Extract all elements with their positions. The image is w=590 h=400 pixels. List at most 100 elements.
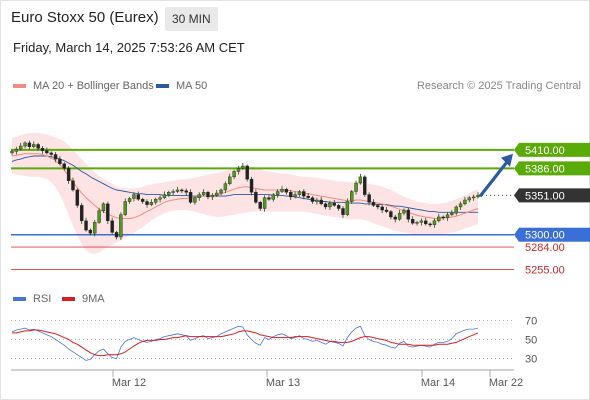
candle-body [127, 198, 132, 202]
candle-body [267, 197, 271, 200]
candle-body [384, 209, 389, 212]
candle-body [302, 191, 306, 197]
candles [10, 140, 480, 241]
candle-body [36, 144, 40, 149]
candle-body [315, 199, 319, 202]
forecast-arrow-head [501, 153, 513, 167]
instrument-title: Euro Stoxx 50 (Eurex) [11, 9, 159, 26]
candle-body [345, 201, 350, 215]
candle-body [75, 189, 80, 206]
candle-body [101, 203, 106, 212]
candle-body [219, 189, 223, 194]
candle-body [297, 191, 302, 195]
legend-ma20-label: MA 20 + Bollinger Bands [33, 80, 154, 92]
legend-rsi: RSI [13, 293, 51, 305]
candle-body [79, 205, 84, 222]
candle-body [354, 182, 358, 192]
candle-body [193, 197, 197, 203]
candle-body [258, 202, 262, 209]
ma50-line [11, 155, 478, 213]
credit-text: Research © 2025 Trading Central [416, 80, 581, 92]
legend-9ma-label: 9MA [82, 293, 105, 305]
candle-body [450, 212, 454, 215]
level-tag [519, 142, 590, 157]
candle-body [167, 192, 171, 195]
candle-body [162, 194, 167, 198]
candle-body [228, 176, 232, 185]
candle-body [441, 216, 445, 219]
candle-body [458, 203, 463, 208]
legend-ma20: MA 20 + Bollinger Bands [13, 80, 154, 92]
candle-body [406, 209, 411, 220]
candle-body [437, 216, 441, 222]
candle-body [10, 151, 14, 154]
candle-body [380, 206, 384, 211]
candle-body [93, 222, 97, 234]
candle-body [154, 199, 158, 203]
candle-body [432, 220, 437, 225]
candle-body [350, 191, 354, 202]
ma20-swatch [13, 84, 26, 88]
candle-body [389, 211, 393, 218]
candle-body [158, 197, 162, 200]
9ma-swatch [62, 297, 75, 301]
candle-body [214, 192, 219, 196]
ma50-swatch [156, 84, 169, 88]
candle-body [275, 191, 280, 195]
candle-body [371, 202, 376, 206]
candle-body [376, 205, 380, 208]
candle-body [32, 144, 36, 147]
candle-body [454, 206, 458, 214]
candle-body [271, 194, 276, 200]
candle-body [323, 203, 328, 208]
candle-body [223, 183, 228, 191]
bollinger-band [12, 132, 478, 254]
candle-body [180, 189, 184, 192]
candle-body [97, 210, 101, 223]
candle-body [262, 197, 267, 209]
target-level-label: 5284.00 [525, 242, 565, 254]
support-level-label: 5300.00 [525, 230, 565, 242]
candle-body [415, 222, 419, 224]
candle-body [280, 188, 284, 192]
candle-body [88, 229, 93, 234]
candle-body [332, 202, 336, 206]
level-tag [519, 188, 590, 203]
x-tick-label: Mar 14 [421, 377, 455, 389]
candle-body [171, 191, 175, 193]
current-level-label: 5351.00 [525, 190, 565, 202]
candle-body [58, 158, 62, 164]
rsi-swatch [13, 297, 26, 301]
candle-body [393, 216, 397, 220]
forecast-arrow-shaft [478, 159, 510, 198]
candle-body [336, 205, 341, 209]
candle-body [241, 165, 245, 169]
candle-body [175, 189, 180, 192]
candle-body [119, 214, 123, 238]
candle-body [136, 194, 140, 200]
candle-body [367, 194, 371, 203]
candle-body [249, 178, 254, 193]
candle-body [140, 199, 145, 202]
candle-body [45, 150, 49, 154]
candle-body [328, 202, 332, 208]
candle-body [363, 176, 367, 195]
x-tick-label: Mar 22 [489, 377, 523, 389]
candle-body [289, 192, 293, 198]
candle-body [14, 148, 19, 152]
timestamp: Friday, March 14, 2025 7:53:26 AM CET [13, 40, 245, 55]
candle-body [341, 208, 345, 215]
candle-body [84, 220, 88, 231]
level-tag-pointer [514, 142, 519, 157]
interval-button[interactable]: 30 MIN [165, 7, 218, 31]
level-tag [519, 227, 590, 242]
candle-body [132, 194, 136, 199]
candle-body [114, 232, 119, 238]
resistance-level-label: 5410.00 [525, 145, 565, 157]
legend-ma50: MA 50 [156, 80, 207, 92]
candle-body [123, 201, 127, 215]
candle-body [428, 223, 432, 226]
resistance-level-label: 5386.00 [525, 163, 565, 175]
candle-body [402, 209, 406, 214]
